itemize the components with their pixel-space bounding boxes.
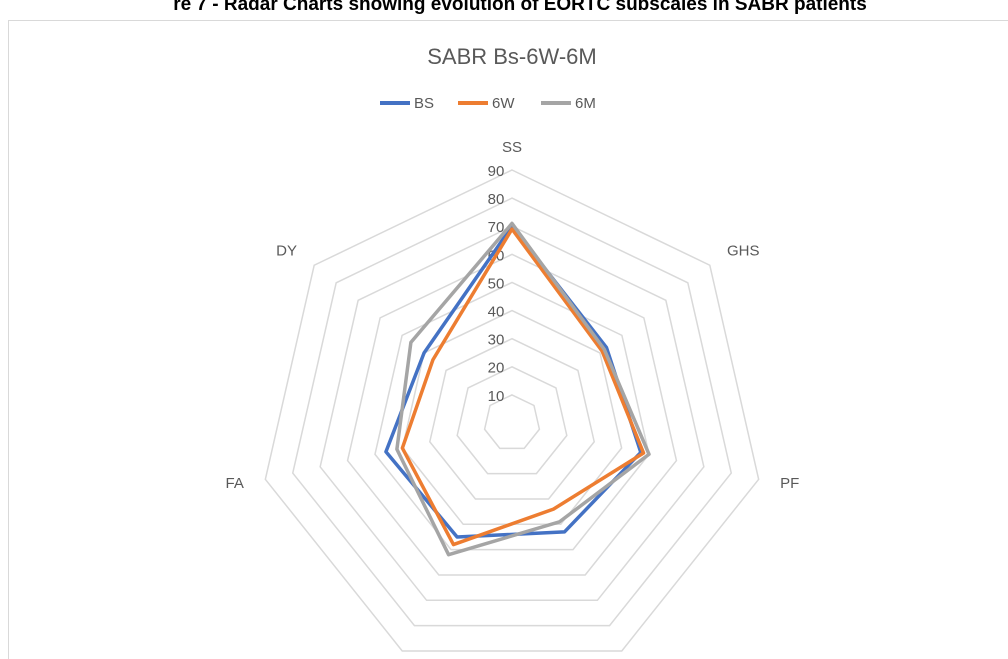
series-line bbox=[395, 221, 651, 557]
r-tick-label: 90 bbox=[488, 163, 505, 180]
axis-label: DY bbox=[276, 243, 297, 260]
grid-ring bbox=[456, 365, 568, 475]
axis-label: PF bbox=[780, 475, 799, 492]
r-tick-label: 50 bbox=[488, 275, 505, 292]
axis-label: SS bbox=[502, 139, 522, 156]
r-tick-label: 40 bbox=[488, 304, 505, 321]
grid-ring bbox=[374, 281, 650, 551]
r-tick-label: 10 bbox=[488, 388, 505, 405]
caption: re 7 - Radar Charts showing evolution of… bbox=[173, 0, 867, 15]
grid-ring bbox=[291, 197, 733, 627]
r-tick-label: 30 bbox=[488, 332, 505, 349]
axis-label: FA bbox=[226, 475, 244, 492]
grid-ring bbox=[428, 337, 596, 500]
grid-ring bbox=[319, 225, 705, 602]
grid-ring bbox=[483, 394, 541, 450]
series-line bbox=[400, 227, 646, 547]
legend-label: 6W bbox=[492, 95, 515, 112]
legend-label: 6M bbox=[575, 95, 596, 112]
r-tick-label: 20 bbox=[488, 360, 505, 377]
grid-ring bbox=[346, 253, 678, 576]
chart-title: SABR Bs-6W-6M bbox=[427, 44, 597, 69]
grid-ring bbox=[264, 169, 760, 652]
legend-label: BS bbox=[414, 95, 434, 112]
r-tick-label: 70 bbox=[488, 219, 505, 236]
r-tick-label: 80 bbox=[488, 191, 505, 208]
axis-label: GHS bbox=[727, 243, 760, 260]
